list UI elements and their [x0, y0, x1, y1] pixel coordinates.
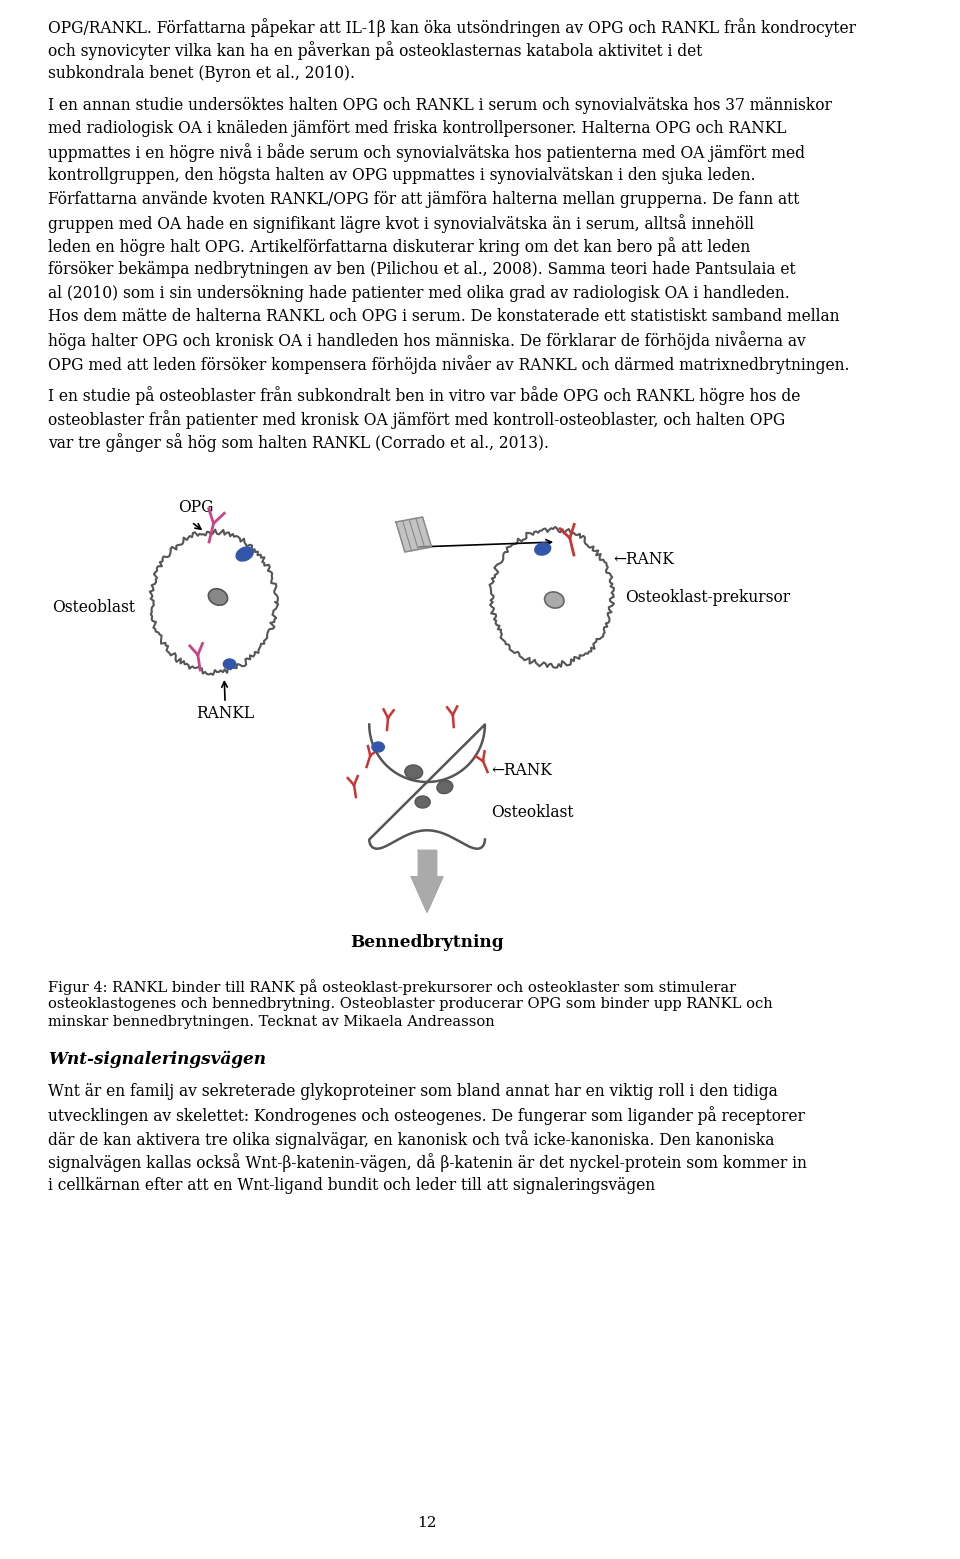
- Text: Wnt-signaleringsvägen: Wnt-signaleringsvägen: [48, 1051, 266, 1068]
- Text: där de kan aktivera tre olika signalvägar, en kanonisk och två icke-kanoniska. D: där de kan aktivera tre olika signalväga…: [48, 1130, 775, 1149]
- Ellipse shape: [372, 742, 384, 751]
- Text: RANKL: RANKL: [196, 705, 253, 722]
- Text: och synovicyter vilka kan ha en påverkan på osteoklasternas katabola aktivitet i: och synovicyter vilka kan ha en påverkan…: [48, 42, 703, 61]
- Text: Författarna använde kvoten RANKL/OPG för att jämföra halterna mellan grupperna. : Författarna använde kvoten RANKL/OPG för…: [48, 190, 800, 207]
- Ellipse shape: [437, 781, 453, 794]
- Text: ←RANK: ←RANK: [614, 550, 675, 567]
- Text: OPG/RANKL. Författarna påpekar att IL-1β kan öka utsöndringen av OPG och RANKL f: OPG/RANKL. Författarna påpekar att IL-1β…: [48, 19, 856, 37]
- Text: Bennedbrytning: Bennedbrytning: [350, 934, 504, 951]
- Ellipse shape: [535, 543, 551, 555]
- Ellipse shape: [405, 765, 422, 780]
- Text: OPG: OPG: [178, 499, 213, 516]
- Ellipse shape: [236, 547, 253, 561]
- Text: ←RANK: ←RANK: [492, 761, 552, 778]
- Text: minskar bennedbrytningen. Tecknat av Mikaela Andreasson: minskar bennedbrytningen. Tecknat av Mik…: [48, 1015, 494, 1029]
- Text: med radiologisk OA i knäleden jämfört med friska kontrollpersoner. Halterna OPG : med radiologisk OA i knäleden jämfört me…: [48, 120, 786, 137]
- Polygon shape: [419, 850, 436, 878]
- Text: höga halter OPG och kronisk OA i handleden hos människa. De förklarar de förhöjd: höga halter OPG och kronisk OA i handled…: [48, 332, 805, 351]
- Text: OPG med att leden försöker kompensera förhöjda nivåer av RANKL och därmed matrix: OPG med att leden försöker kompensera fö…: [48, 355, 850, 374]
- Text: kontrollgruppen, den högsta halten av OPG uppmattes i synovialvätskan i den sjuk: kontrollgruppen, den högsta halten av OP…: [48, 167, 756, 184]
- Ellipse shape: [415, 797, 430, 808]
- Text: i cellkärnan efter att en Wnt-ligand bundit och leder till att signaleringsvägen: i cellkärnan efter att en Wnt-ligand bun…: [48, 1177, 655, 1194]
- Text: osteoblaster från patienter med kronisk OA jämfört med kontroll-osteoblaster, oc: osteoblaster från patienter med kronisk …: [48, 410, 785, 429]
- Polygon shape: [396, 518, 432, 552]
- Text: utvecklingen av skelettet: Kondrogenes och osteogenes. De fungerar som ligander : utvecklingen av skelettet: Kondrogenes o…: [48, 1107, 804, 1126]
- Polygon shape: [412, 878, 443, 912]
- Ellipse shape: [224, 659, 236, 669]
- Text: Osteoblast: Osteoblast: [53, 599, 135, 616]
- Text: subkondrala benet (Byron et al., 2010).: subkondrala benet (Byron et al., 2010).: [48, 65, 355, 83]
- Text: I en studie på osteoblaster från subkondralt ben in vitro var både OPG och RANKL: I en studie på osteoblaster från subkond…: [48, 387, 801, 405]
- Text: al (2010) som i sin undersökning hade patienter med olika grad av radiologisk OA: al (2010) som i sin undersökning hade pa…: [48, 284, 790, 301]
- Text: Figur 4: RANKL binder till RANK på osteoklast-prekursorer och osteoklaster som s: Figur 4: RANKL binder till RANK på osteo…: [48, 979, 736, 995]
- Text: Hos dem mätte de halterna RANKL och OPG i serum. De konstaterade ett statistiskt: Hos dem mätte de halterna RANKL och OPG …: [48, 309, 840, 324]
- Ellipse shape: [208, 589, 228, 605]
- Text: osteoklastogenes och bennedbrytning. Osteoblaster producerar OPG som binder upp : osteoklastogenes och bennedbrytning. Ost…: [48, 998, 773, 1010]
- Text: försöker bekämpa nedbrytningen av ben (Pilichou et al., 2008). Samma teori hade : försöker bekämpa nedbrytningen av ben (P…: [48, 260, 796, 278]
- Text: Osteoklast: Osteoklast: [492, 803, 574, 820]
- Text: Wnt är en familj av sekreterade glykoproteiner som bland annat har en viktig rol: Wnt är en familj av sekreterade glykopro…: [48, 1084, 778, 1101]
- Ellipse shape: [544, 592, 564, 608]
- Text: uppmattes i en högre nivå i både serum och synovialvätska hos patienterna med OA: uppmattes i en högre nivå i både serum o…: [48, 143, 805, 162]
- Text: Osteoklast-prekursor: Osteoklast-prekursor: [626, 588, 791, 605]
- Text: leden en högre halt OPG. Artikelförfattarna diskuterar kring om det kan bero på : leden en högre halt OPG. Artikelförfatta…: [48, 237, 751, 256]
- Text: 12: 12: [418, 1515, 437, 1529]
- Text: I en annan studie undersöktes halten OPG och RANKL i serum och synovialvätska ho: I en annan studie undersöktes halten OPG…: [48, 97, 832, 114]
- Text: var tre gånger så hög som halten RANKL (Corrado et al., 2013).: var tre gånger så hög som halten RANKL (…: [48, 433, 549, 452]
- Text: signalvägen kallas också Wnt-β-katenin-vägen, då β-katenin är det nyckel-protein: signalvägen kallas också Wnt-β-katenin-v…: [48, 1154, 807, 1172]
- Text: gruppen med OA hade en signifikant lägre kvot i synovialvätska än i serum, allts: gruppen med OA hade en signifikant lägre…: [48, 214, 754, 232]
